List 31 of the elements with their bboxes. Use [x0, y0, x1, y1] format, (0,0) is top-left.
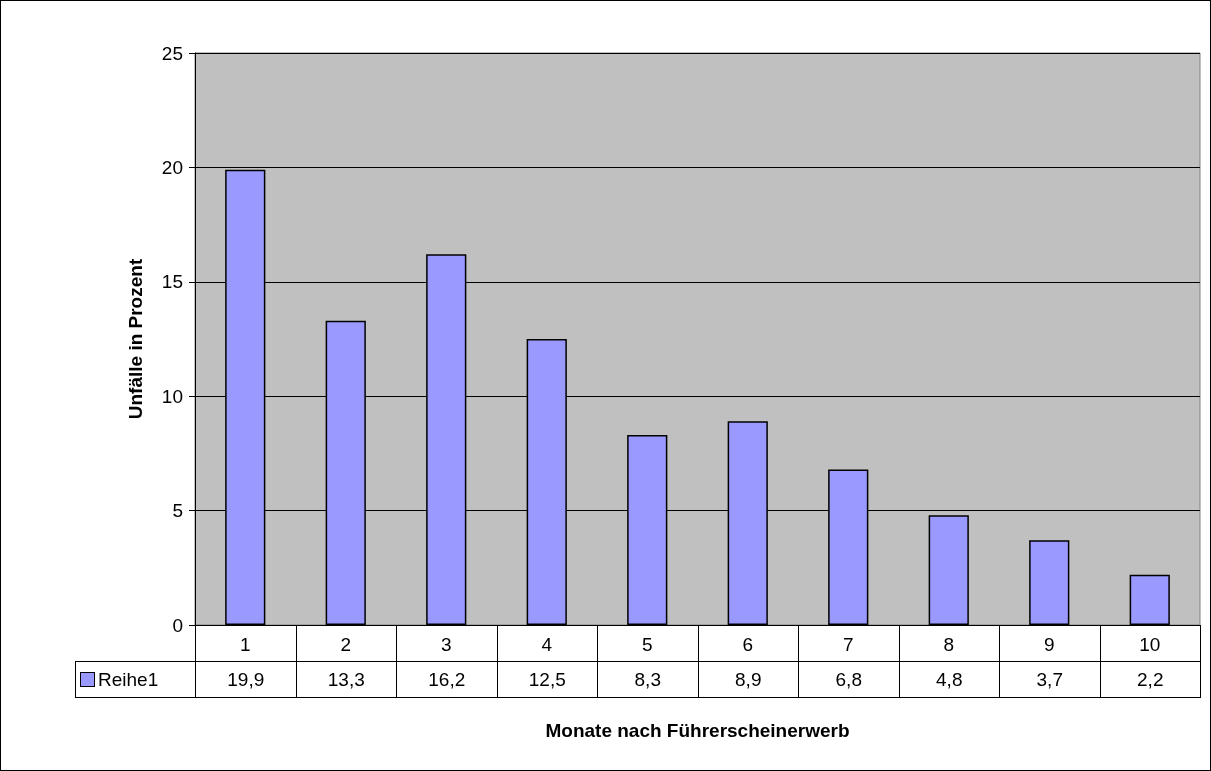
y-tick-label: 0	[172, 614, 183, 636]
x-tick-label: 5	[641, 634, 653, 655]
data-label: 8,9	[697, 661, 799, 698]
data-label: 6,8	[798, 661, 900, 698]
y-tick-label: 15	[161, 271, 183, 293]
bar	[1029, 540, 1070, 625]
bar	[928, 515, 969, 625]
x-tick-label: 1	[239, 634, 251, 655]
data-label: 2,2	[1099, 661, 1201, 698]
x-tick-label: 4	[541, 634, 553, 655]
y-tick-label: 20	[161, 156, 183, 178]
data-label: 19,9	[195, 661, 297, 698]
data-label: 12,5	[496, 661, 598, 698]
x-tick-label: 7	[842, 634, 854, 655]
x-axis-title: Monate nach Führerscheinerwerb	[544, 720, 851, 742]
data-label: 8,3	[597, 661, 699, 698]
legend-label: Reihe1	[75, 661, 196, 698]
data-label: 4,8	[898, 661, 1000, 698]
y-tick-label: 25	[161, 42, 183, 64]
x-tick-label: 2	[340, 634, 352, 655]
y-axis-title: Unfälle in Prozent	[125, 258, 146, 420]
y-tick-label: 5	[172, 500, 183, 522]
x-tick-label: 10	[1139, 634, 1161, 655]
x-tick-label: 3	[440, 634, 452, 655]
y-tick-label: 10	[161, 385, 183, 407]
data-label: 13,3	[295, 661, 397, 698]
x-tick-label: 8	[943, 634, 955, 655]
data-label: 16,2	[396, 661, 498, 698]
x-tick-label: 9	[1043, 634, 1055, 655]
x-tick-label: 6	[742, 634, 754, 655]
data-label: 3,7	[999, 661, 1101, 698]
